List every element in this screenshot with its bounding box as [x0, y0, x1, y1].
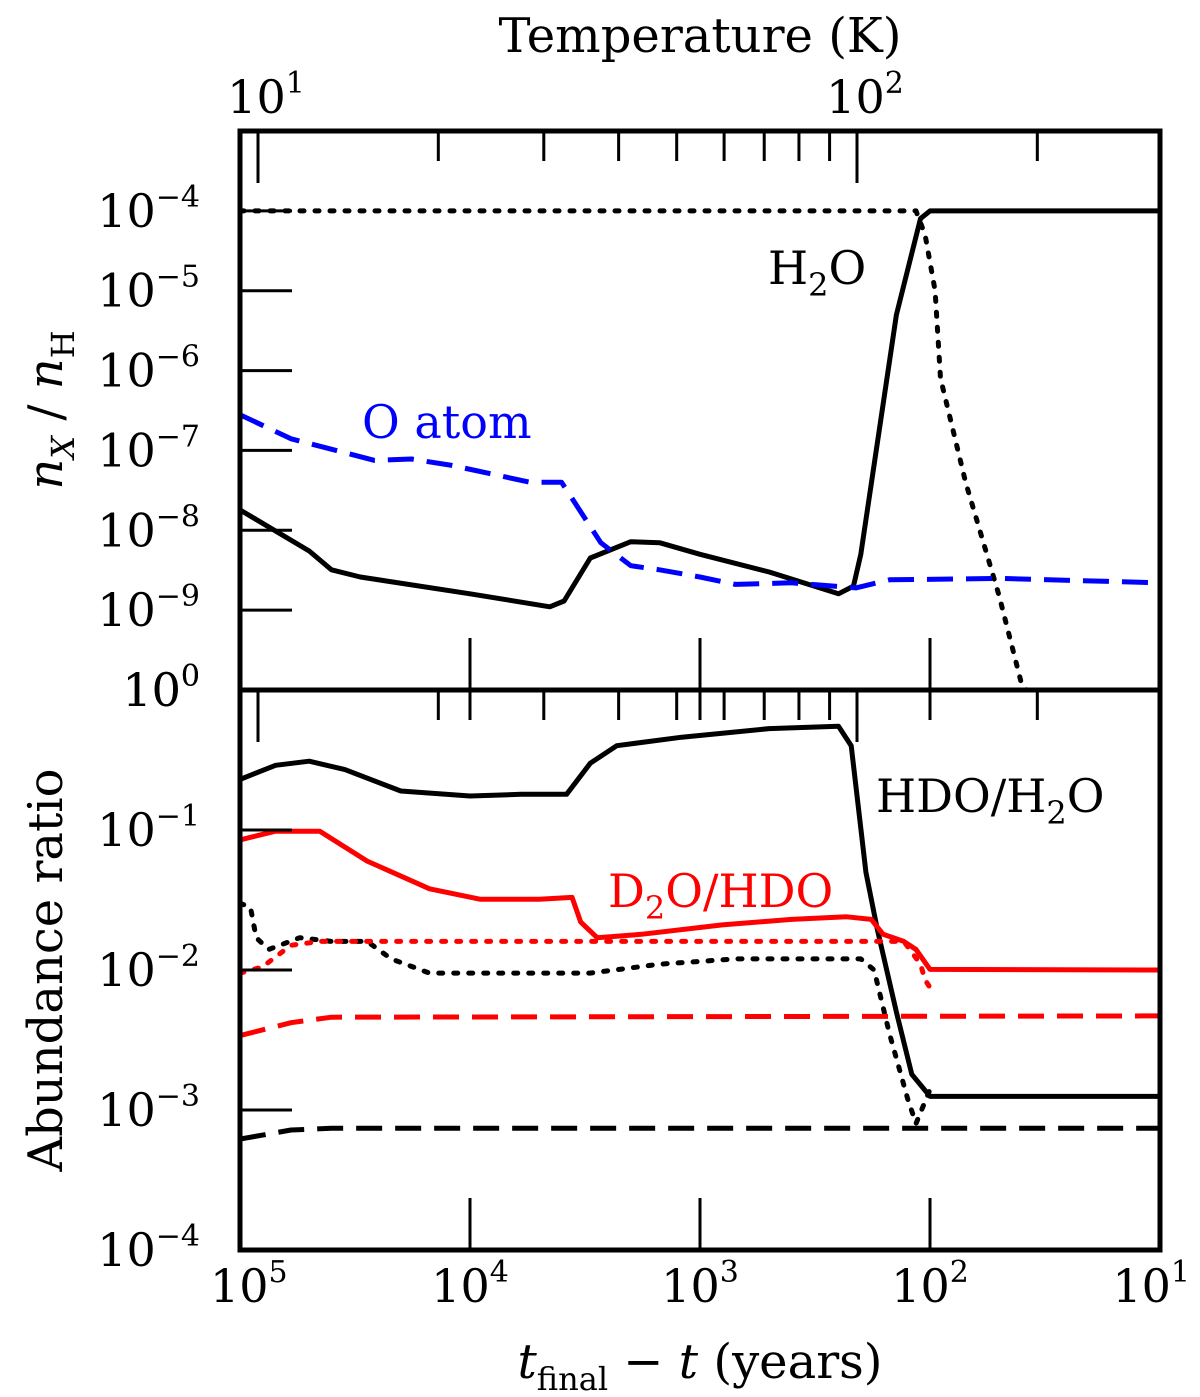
- ytick-label-bot-3: 10−3: [97, 1079, 200, 1137]
- xtick-label-3-base: 10: [891, 1259, 950, 1313]
- ytick-label-top-0: 10−4: [97, 180, 200, 238]
- ytick-label-bot-4-base: 10: [97, 1223, 156, 1277]
- ytick-label-top-4-exp: −8: [156, 499, 200, 534]
- series-line-top-h2o-ice: [240, 208, 1030, 690]
- ytick-label-top-3-exp: −7: [156, 419, 200, 454]
- ytick-label-top-2-base: 10: [97, 344, 156, 398]
- label-hdo-h2o: HDO/H2O: [876, 769, 1104, 832]
- xtick-label-4-base: 10: [1112, 1259, 1171, 1313]
- ytitle-n: n: [18, 459, 74, 490]
- ytick-label-top-3: 10−7: [97, 419, 200, 477]
- ytick-label-bot-3-exp: −3: [156, 1079, 200, 1114]
- xtick-label-4: 101: [1112, 1255, 1190, 1313]
- series-line-bot-hdo-h2o-initial: [240, 1125, 1160, 1142]
- x-axis-title: tfinal − t (years): [517, 1334, 882, 1392]
- x-title-minus: −: [608, 1334, 679, 1390]
- ytick-label-top-boundary: 100: [122, 659, 200, 717]
- temperature-axis-title: Temperature (K): [498, 8, 901, 64]
- label-h2o-sub: 2: [808, 266, 828, 304]
- ytick-label-top-4: 10−8: [97, 499, 200, 557]
- ytick-label-top-5-base: 10: [97, 583, 156, 637]
- temp-tick-label-0-exp: 1: [286, 66, 305, 101]
- temp-tick-label-1-exp: 2: [885, 66, 904, 101]
- ytitle-sub-h: H: [44, 330, 82, 358]
- ytick-label-bot-4: 10−4: [97, 1219, 200, 1277]
- temp-tick-label-1: 102: [826, 66, 904, 124]
- label-h2o-tail: O: [828, 241, 866, 295]
- xtick-label-1-base: 10: [431, 1259, 490, 1313]
- ytick-label-bot-3-base: 10: [97, 1083, 156, 1137]
- series-line-top-h2o-gas: [240, 208, 1160, 610]
- series-line-bot-hdo-h2o-gas: [240, 723, 1160, 1099]
- ytick-label-top-4-base: 10: [97, 503, 156, 557]
- top-y-axis-title: nX / nH: [18, 330, 82, 489]
- x-title-sub: final: [537, 1360, 608, 1392]
- ytick-label-top-1: 10−5: [97, 260, 200, 318]
- xtick-label-0: 105: [210, 1255, 288, 1313]
- ytitle-sub-x: X: [44, 435, 82, 462]
- ytick-label-bot-0-base: 10: [122, 663, 181, 717]
- ytick-label-bot-2: 10−2: [97, 939, 200, 997]
- ytick-label-bot-1-base: 10: [97, 803, 156, 857]
- ytick-label-bot-1: 10−1: [97, 799, 200, 857]
- temp-tick-label-1-base: 10: [826, 70, 885, 124]
- x-title-t: t: [517, 1334, 537, 1390]
- ytick-label-top-0-exp: −4: [156, 180, 200, 215]
- ytitle-n2: n: [18, 358, 74, 389]
- ytick-label-bot-2-base: 10: [97, 943, 156, 997]
- ytick-label-top-boundary-base: 10: [122, 663, 181, 717]
- label-d2o-hdo: D2O/HDO: [608, 864, 833, 927]
- x-title-unit: (years): [698, 1334, 882, 1390]
- xtick-label-1-exp: 4: [490, 1255, 509, 1290]
- ytick-label-top-3-base: 10: [97, 423, 156, 477]
- temp-tick-label-0-base: 10: [227, 70, 286, 124]
- label-h2o-main: H: [768, 241, 808, 295]
- xtick-label-0-base: 10: [210, 1259, 269, 1313]
- series-layer: [240, 208, 1160, 1142]
- ytick-label-top-1-base: 10: [97, 264, 156, 318]
- xtick-label-3: 102: [891, 1255, 969, 1313]
- xtick-label-2-exp: 3: [720, 1255, 739, 1290]
- xtick-label-4-exp: 1: [1171, 1255, 1190, 1290]
- ytick-label-bot-0: 100: [122, 659, 200, 717]
- ytick-label-top-2-exp: −6: [156, 340, 200, 375]
- label-d2o-hdo-main: D: [608, 864, 645, 918]
- ytick-label-top-2: 10−6: [97, 340, 200, 398]
- xtick-label-2: 103: [661, 1255, 739, 1313]
- ytick-label-top-5-exp: −9: [156, 579, 200, 614]
- ytick-label-top-1-exp: −5: [156, 260, 200, 295]
- ytitle-slash: /: [18, 389, 74, 436]
- ytick-label-bot-2-exp: −2: [156, 939, 200, 974]
- xtick-label-1: 104: [431, 1255, 509, 1313]
- label-hdo-h2o-main: HDO/H: [876, 769, 1046, 823]
- series-line-bot-hdo-h2o-ice: [240, 900, 933, 1127]
- text-layer: 10−410−510−610−710−810−910010−110−210−31…: [18, 8, 1190, 1397]
- bottom-y-axis-title: Abundance ratio: [18, 768, 74, 1172]
- label-hdo-h2o-tail: O: [1067, 769, 1105, 823]
- series-line-bot-d2o-hdo-initial: [240, 1013, 1160, 1039]
- series-line-bot-d2o-hdo-ice: [240, 938, 933, 990]
- xtick-label-0-exp: 5: [269, 1255, 288, 1290]
- label-d2o-hdo-sub: 2: [645, 889, 665, 927]
- axes-layer: [237, 128, 1163, 1253]
- series-line-bot-d2o-hdo-gas: [240, 828, 1160, 973]
- temp-tick-label-0: 101: [227, 66, 305, 124]
- ytick-label-bot-0-exp: 0: [181, 659, 200, 694]
- label-h2o: H2O: [768, 241, 866, 304]
- label-o-atom: O atom: [362, 395, 532, 449]
- ytick-label-bot-4-exp: −4: [156, 1219, 200, 1254]
- label-d2o-hdo-tail: O/HDO: [665, 864, 833, 918]
- ytick-label-top-0-base: 10: [97, 184, 156, 238]
- xtick-label-3-exp: 2: [950, 1255, 969, 1290]
- x-title-t2: t: [679, 1334, 699, 1390]
- series-line-top-o-atom: [240, 412, 1160, 591]
- ytick-label-top-5: 10−9: [97, 579, 200, 637]
- label-hdo-h2o-sub: 2: [1046, 794, 1066, 832]
- xtick-label-2-base: 10: [661, 1259, 720, 1313]
- ytick-label-top-boundary-exp: 0: [181, 659, 200, 694]
- label-o-atom-main: O atom: [362, 395, 532, 449]
- ytick-label-bot-1-exp: −1: [156, 799, 200, 834]
